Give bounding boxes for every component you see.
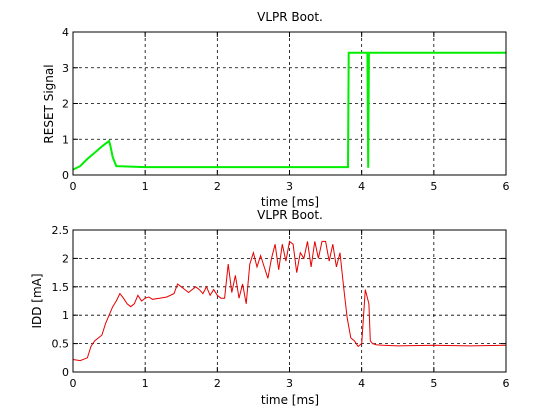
grid: [73, 230, 506, 372]
x-tick-label: 0: [70, 377, 77, 390]
x-tick-label: 2: [214, 377, 221, 390]
x-tick-label: 5: [430, 180, 437, 193]
x-ticks: 0 1 2 3 4 5 6: [70, 230, 510, 390]
x-tick-label: 4: [358, 377, 365, 390]
y-axis-label: RESET Signal: [42, 64, 56, 143]
x-axis-label: time [ms]: [261, 393, 319, 407]
y-ticks: 0 0.5 1 1.5 2 2.5: [52, 224, 506, 379]
idd-chart: VLPR Boot. 0 1 2 3 4 5 6 0 0.5 1 1.5 2 2.5 time [ms…: [30, 208, 510, 407]
y-tick-label: 1.5: [52, 281, 70, 294]
x-tick-label: 1: [142, 377, 149, 390]
reset-signal-chart: VLPR Boot. 0 1 2 3 4 5 6 0 1 2 3 4 time [ms] RESET…: [42, 10, 510, 209]
y-axis-label: IDD [mA]: [30, 273, 44, 328]
y-tick-label: 0.5: [52, 338, 70, 351]
y-tick-label: 2: [62, 98, 69, 111]
y-tick-label: 3: [62, 62, 69, 75]
y-tick-label: 1: [62, 133, 69, 146]
x-axis-label: time [ms]: [261, 195, 319, 209]
x-tick-label: 5: [430, 377, 437, 390]
grid: [73, 32, 506, 175]
y-tick-label: 0: [62, 169, 69, 182]
x-ticks: 0 1 2 3 4 5 6: [70, 32, 510, 193]
x-tick-label: 2: [214, 180, 221, 193]
chart-title: VLPR Boot.: [257, 208, 323, 222]
y-tick-label: 1: [62, 309, 69, 322]
x-tick-label: 0: [70, 180, 77, 193]
x-tick-label: 3: [286, 377, 293, 390]
x-tick-label: 6: [503, 377, 510, 390]
y-tick-label: 2: [62, 252, 69, 265]
x-tick-label: 3: [286, 180, 293, 193]
x-tick-label: 1: [142, 180, 149, 193]
y-ticks: 0 1 2 3 4: [62, 26, 506, 182]
idd-line: [72, 240, 507, 362]
chart-title: VLPR Boot.: [257, 10, 323, 24]
y-tick-label: 2.5: [52, 224, 70, 237]
x-tick-label: 4: [358, 180, 365, 193]
reset-signal-line: [72, 51, 506, 171]
x-tick-label: 6: [503, 180, 510, 193]
y-tick-label: 4: [62, 26, 69, 39]
y-tick-label: 0: [62, 366, 69, 379]
